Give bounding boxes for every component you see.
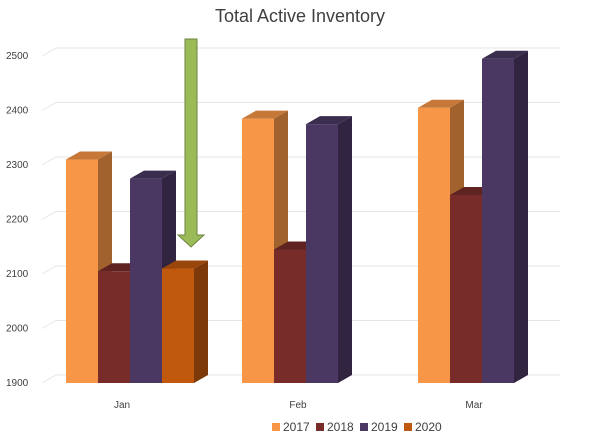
- legend-label: 2018: [327, 420, 354, 434]
- bar-top: [66, 151, 112, 160]
- gridline: [41, 265, 560, 275]
- legend-swatch: [316, 423, 324, 431]
- bar-jan-2020: [162, 260, 208, 383]
- gridline: [41, 211, 560, 220]
- bar-top: [242, 110, 288, 119]
- bar-front: [162, 268, 194, 383]
- y-tick-label: 2500: [6, 51, 29, 62]
- bar-front: [482, 58, 514, 383]
- legend-label: 2017: [283, 420, 310, 434]
- bar-front: [130, 178, 162, 383]
- bar-front: [98, 271, 130, 383]
- gridline: [41, 320, 560, 329]
- legend-label: 2019: [371, 420, 398, 434]
- bar-top: [306, 116, 352, 125]
- y-axis-ticks: 1900 2000 2100 2200 2300 2400 2500: [6, 51, 29, 389]
- bar-top: [162, 260, 208, 269]
- bar-feb-2019: [306, 116, 352, 383]
- gridline: [41, 102, 560, 111]
- gridlines: [41, 47, 560, 384]
- bar-front: [274, 249, 306, 383]
- legend-swatch: [272, 423, 280, 431]
- y-tick-label: 2400: [6, 106, 29, 117]
- y-tick-label: 2300: [6, 160, 29, 171]
- x-category-label: Feb: [289, 400, 307, 411]
- x-axis-categories: Jan Feb Mar: [114, 400, 483, 411]
- legend-swatch: [360, 423, 368, 431]
- y-tick-label: 2100: [6, 269, 29, 280]
- x-category-label: Jan: [114, 400, 130, 411]
- legend: 2017 2018 2019 2020: [272, 420, 442, 434]
- bar-front: [242, 118, 274, 384]
- y-tick-label: 2200: [6, 215, 29, 226]
- bar-top: [130, 170, 176, 179]
- bar-top: [418, 99, 464, 108]
- gridline: [41, 374, 560, 384]
- y-tick-label: 1900: [6, 378, 29, 389]
- y-tick-label: 2000: [6, 324, 29, 335]
- bar-top: [482, 50, 528, 59]
- down-arrow: [176, 38, 206, 248]
- legend-swatch: [404, 423, 412, 431]
- bar-front: [306, 124, 338, 383]
- bar-mar-2019: [482, 50, 528, 383]
- gridline: [41, 47, 560, 57]
- x-category-label: Mar: [465, 400, 483, 411]
- gridline: [41, 156, 560, 166]
- bar-side: [514, 50, 528, 383]
- bar-side: [194, 260, 208, 383]
- legend-label: 2020: [415, 420, 442, 434]
- annotation-arrow: [176, 38, 206, 248]
- bar-front: [450, 194, 482, 383]
- chart-title: Total Active Inventory: [215, 6, 385, 26]
- bars: [66, 50, 528, 384]
- bar-front: [66, 159, 98, 383]
- bar-front: [418, 107, 450, 384]
- bar-side: [338, 116, 352, 383]
